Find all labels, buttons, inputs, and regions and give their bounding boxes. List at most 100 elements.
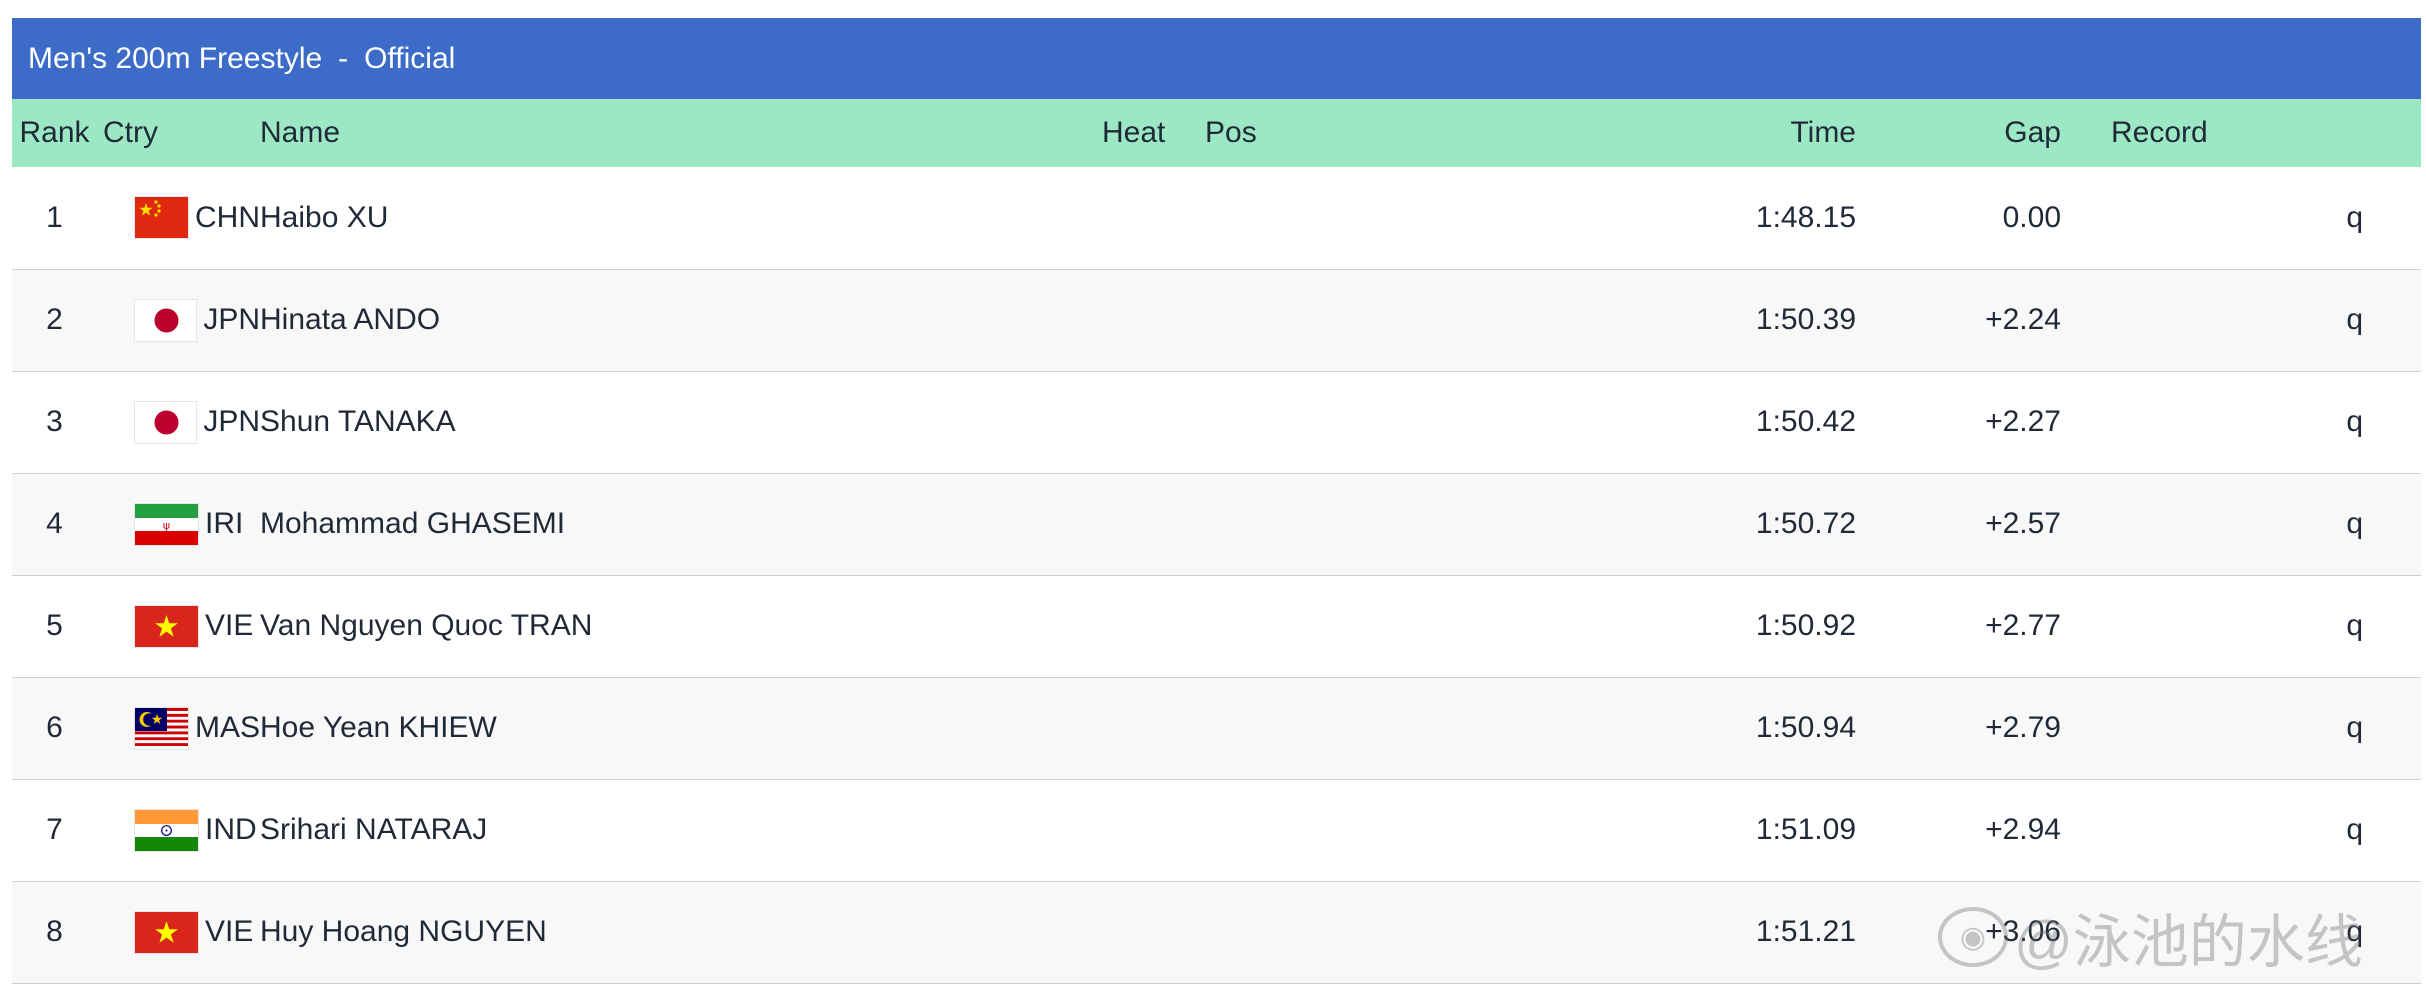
- country-cell: VIE: [134, 604, 260, 648]
- flag-japan-icon: [134, 298, 198, 342]
- col-header-ctry[interactable]: Ctry: [103, 116, 158, 149]
- pos-cell: [1205, 269, 1685, 371]
- flag-japan-icon: [134, 400, 198, 444]
- col-header-record[interactable]: Record: [2111, 116, 2208, 149]
- time-cell: 1:51.21: [1755, 915, 1856, 948]
- rank-cell: 2: [46, 303, 63, 336]
- athlete-name[interactable]: Haibo XU: [260, 200, 389, 234]
- country-cell: ψ IRI: [134, 502, 260, 546]
- gap-cell: +2.94: [1985, 813, 2061, 846]
- gap-cell: +2.79: [1985, 711, 2061, 744]
- qualified-marker: q: [2346, 507, 2363, 540]
- rank-cell: 1: [46, 200, 63, 234]
- pos-cell: [1205, 575, 1685, 677]
- col-header-pos[interactable]: Pos: [1205, 116, 1257, 149]
- table-row[interactable]: 2 JPN Hinata ANDO 1:50.39 +2.24 q: [12, 269, 2421, 371]
- country-cell: CHN: [134, 196, 260, 240]
- flag-malaysia-icon: [134, 706, 189, 750]
- heat-cell: [1102, 269, 1205, 371]
- table-row[interactable]: 8 VIE Huy Hoang NGUYEN 1:51.21 +3.06 q: [12, 881, 2421, 983]
- gap-cell: +2.57: [1985, 507, 2061, 540]
- gap-cell: +2.24: [1985, 303, 2061, 336]
- gap-cell: 0.00: [2002, 200, 2061, 234]
- heat-cell: [1102, 881, 1205, 983]
- title-separator: -: [338, 41, 349, 75]
- qualified-marker: q: [2346, 200, 2363, 234]
- time-cell: 1:51.09: [1755, 813, 1856, 846]
- pos-cell: [1205, 473, 1685, 575]
- pos-cell: [1205, 779, 1685, 881]
- rank-cell: 6: [46, 711, 63, 744]
- col-header-rank[interactable]: Rank: [19, 116, 90, 149]
- heat-cell: [1102, 371, 1205, 473]
- results-table-panel: Men's 200m Freestyle - Official Rank Ctr…: [12, 18, 2421, 984]
- svg-text:ψ: ψ: [163, 519, 170, 532]
- athlete-name[interactable]: Srihari NATARAJ: [260, 813, 488, 846]
- country-code: VIE: [205, 915, 254, 948]
- rank-cell: 5: [46, 609, 63, 642]
- qualified-marker: q: [2346, 609, 2363, 642]
- time-cell: 1:50.39: [1755, 303, 1856, 336]
- result-status: Official: [364, 41, 456, 75]
- country-cell: JPN: [134, 400, 260, 444]
- country-cell: MAS: [134, 706, 260, 750]
- qualified-marker: q: [2346, 915, 2363, 948]
- country-code: VIE: [205, 609, 254, 642]
- country-cell: IND: [134, 808, 260, 852]
- heat-cell: [1102, 575, 1205, 677]
- heat-cell: [1102, 677, 1205, 779]
- col-header-time[interactable]: Time: [1790, 116, 1856, 149]
- flag-india-icon: [134, 808, 199, 852]
- athlete-name[interactable]: Hoe Yean KHIEW: [260, 711, 497, 744]
- time-cell: 1:50.92: [1755, 609, 1856, 642]
- time-cell: 1:50.94: [1755, 711, 1856, 744]
- qualified-marker: q: [2346, 303, 2363, 336]
- table-row[interactable]: 5 VIE Van Nguyen Quoc TRAN 1:50.92 +2.77 q: [12, 575, 2421, 677]
- col-header-gap[interactable]: Gap: [2004, 116, 2061, 149]
- country-cell: VIE: [134, 910, 260, 954]
- gap-cell: +2.27: [1985, 405, 2061, 438]
- country-cell: JPN: [134, 298, 260, 342]
- flag-vietnam-icon: [134, 604, 199, 648]
- pos-cell: [1205, 371, 1685, 473]
- athlete-name[interactable]: Hinata ANDO: [260, 303, 441, 336]
- table-row[interactable]: 4 ψ IRI Mohammad GHASEMI 1:50.72 +2.57 q: [12, 473, 2421, 575]
- col-header-heat[interactable]: Heat: [1102, 116, 1166, 149]
- col-header-name[interactable]: Name: [260, 116, 341, 149]
- athlete-name[interactable]: Mohammad GHASEMI: [260, 507, 566, 540]
- country-code: MAS: [194, 711, 260, 744]
- rank-cell: 7: [46, 813, 63, 846]
- table-row[interactable]: 7 IND Srihari NATARAJ 1:51.09 +2.94 q: [12, 779, 2421, 881]
- heat-cell: [1102, 779, 1205, 881]
- athlete-name[interactable]: Shun TANAKA: [260, 405, 456, 438]
- heat-cell: [1102, 167, 1205, 269]
- results-title-bar: Men's 200m Freestyle - Official: [12, 18, 2421, 99]
- table-row[interactable]: 3 JPN Shun TANAKA 1:50.42 +2.27 q: [12, 371, 2421, 473]
- flag-vietnam-icon: [134, 910, 199, 954]
- flag-iran-icon: ψ: [134, 502, 199, 546]
- qualified-marker: q: [2346, 711, 2363, 744]
- country-code: CHN: [195, 200, 260, 234]
- pos-cell: [1205, 167, 1685, 269]
- qualified-marker: q: [2346, 813, 2363, 846]
- athlete-name[interactable]: Van Nguyen Quoc TRAN: [260, 609, 593, 642]
- table-row[interactable]: 1 CHN Haibo XU 1:48.15 0.00 q: [12, 167, 2421, 269]
- athlete-name[interactable]: Huy Hoang NGUYEN: [260, 915, 547, 948]
- heat-cell: [1102, 473, 1205, 575]
- time-cell: 1:48.15: [1755, 200, 1856, 234]
- gap-cell: +3.06: [1985, 915, 2061, 948]
- results-table: Rank Ctry Name Heat Pos Time Gap Record …: [12, 99, 2421, 984]
- country-code: IRI: [205, 507, 244, 540]
- event-title: Men's 200m Freestyle: [28, 41, 323, 75]
- rank-cell: 3: [46, 405, 63, 438]
- rank-cell: 4: [46, 507, 63, 540]
- flag-china-icon: [134, 196, 189, 240]
- gap-cell: +2.77: [1985, 609, 2061, 642]
- table-row[interactable]: 6 MAS Hoe Yean KHIEW 1:50.94 +2.79 q: [12, 677, 2421, 779]
- pos-cell: [1205, 881, 1685, 983]
- pos-cell: [1205, 677, 1685, 779]
- qualified-marker: q: [2346, 405, 2363, 438]
- country-code: JPN: [203, 303, 260, 336]
- rank-cell: 8: [46, 915, 63, 948]
- table-header-row: Rank Ctry Name Heat Pos Time Gap Record: [12, 99, 2421, 167]
